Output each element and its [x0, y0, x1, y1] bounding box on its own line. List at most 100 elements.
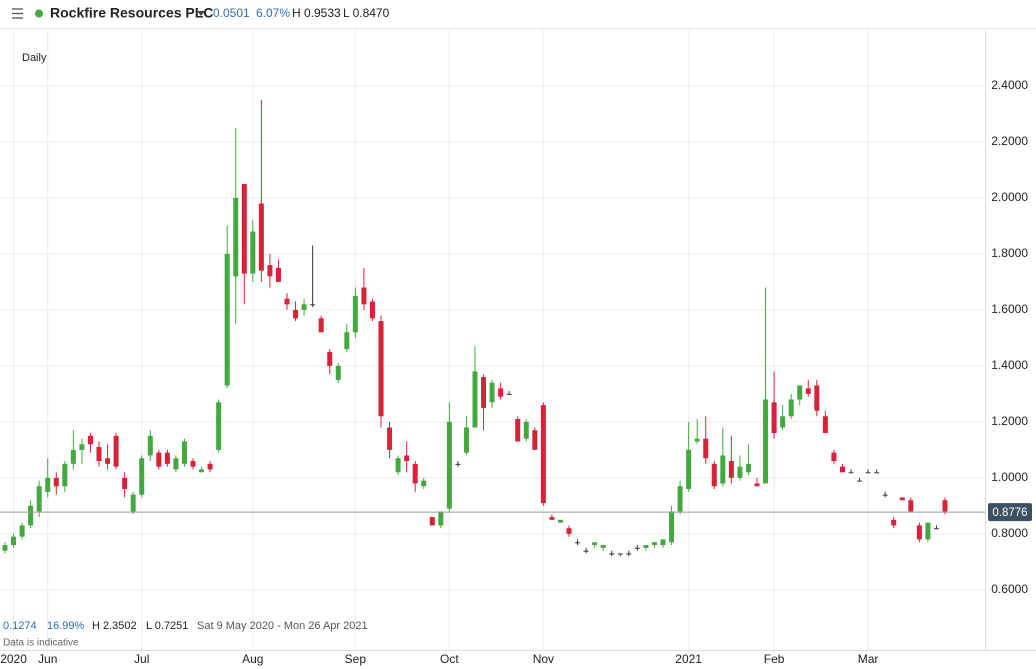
x-tick-label: Jun	[38, 652, 57, 666]
dropdown-arrow[interactable]	[197, 11, 205, 16]
candle-body	[173, 458, 179, 470]
candle-body	[703, 438, 709, 459]
candle-body	[412, 463, 418, 484]
header-low: L 0.8470	[343, 6, 390, 20]
candle-body	[600, 545, 606, 548]
candle-body	[609, 553, 615, 555]
candle-body	[284, 298, 290, 305]
candle-body	[28, 505, 34, 526]
candle-body	[258, 203, 264, 271]
candle-body	[634, 547, 640, 549]
candle-body	[369, 301, 375, 319]
candle-body	[592, 542, 598, 546]
menu-icon[interactable]	[12, 8, 23, 19]
candle-body	[130, 494, 136, 512]
plot-area: 0.6000 0.8000 1.0000 1.2000 1.4000 1.6000 1.80…	[0, 30, 1036, 666]
candle-body	[566, 528, 572, 534]
x-tick-label: 2021	[675, 652, 702, 666]
candle-body	[207, 463, 213, 470]
candle-body	[797, 385, 803, 400]
candle-body	[147, 435, 153, 456]
candle-body	[780, 416, 786, 428]
candle-body	[378, 321, 384, 417]
candle-body	[241, 183, 247, 274]
candle-body	[62, 463, 68, 487]
candle-body	[754, 483, 760, 487]
candle-body	[549, 517, 555, 520]
candle-body	[686, 449, 692, 490]
candle-body	[429, 517, 435, 526]
candle-body	[942, 500, 948, 512]
y-tick-label: 1.4000	[991, 358, 1028, 372]
candle-body	[395, 458, 401, 473]
y-tick-label: 2.0000	[991, 190, 1028, 204]
last-price-label: 0.8776	[992, 507, 1027, 519]
period-label: Daily	[22, 52, 47, 64]
candle-body	[199, 469, 205, 473]
candle-body	[839, 466, 845, 473]
candle-body	[36, 486, 42, 512]
candle-body	[301, 304, 307, 310]
candle-body	[481, 377, 487, 408]
instrument-name[interactable]: Rockfire Resources PLC	[50, 5, 213, 21]
x-tick-label: Aug	[242, 652, 263, 666]
x-tick-label: Mar	[858, 652, 879, 666]
candle-body	[70, 449, 76, 464]
candle-body	[711, 463, 717, 487]
candle-body	[344, 332, 350, 350]
candle-body	[874, 472, 880, 474]
candle-body	[660, 539, 666, 546]
x-tick-label: Sep	[345, 652, 367, 666]
candle-body	[164, 452, 170, 464]
candle-body	[651, 542, 657, 546]
x-tick-label: Oct	[440, 652, 459, 666]
candle-body	[352, 295, 358, 333]
candle-body	[53, 477, 59, 487]
candle-body	[617, 553, 623, 555]
candle-body	[745, 463, 751, 473]
header-high: H 0.9533	[292, 6, 341, 20]
candle-body	[908, 500, 914, 512]
candle-body	[224, 253, 230, 386]
candle-body	[156, 452, 162, 467]
y-tick-label: 0.8000	[991, 526, 1028, 540]
status-dot	[35, 9, 43, 18]
header-change: 0.0501	[213, 6, 250, 20]
x-tick-label: Feb	[764, 652, 785, 666]
candle-body	[822, 416, 828, 434]
summary-change: 0.1274	[3, 620, 37, 632]
candle-body	[532, 430, 538, 450]
candle-body	[771, 402, 777, 434]
candle-body	[763, 399, 769, 484]
candle-body	[293, 309, 299, 319]
candle-body	[626, 553, 632, 555]
candle-body	[557, 519, 563, 523]
candle-body	[45, 477, 51, 492]
candle-body	[446, 421, 452, 509]
candle-body	[438, 511, 444, 526]
candle-body	[387, 427, 393, 450]
candle-body	[139, 458, 145, 495]
candle-body	[327, 351, 333, 366]
candle-body	[361, 287, 367, 305]
candle-body	[105, 458, 111, 464]
summary-low: L 0.7251	[146, 620, 188, 632]
candle-body	[669, 511, 675, 543]
candle-body	[19, 525, 25, 537]
header-change-pct: 6.07%	[256, 6, 290, 20]
candle-body	[489, 382, 495, 403]
candle-body	[463, 427, 469, 453]
candle-body	[275, 267, 281, 282]
candle-body	[310, 304, 316, 306]
last-price-box	[988, 503, 1032, 522]
candle-body	[857, 480, 863, 482]
candle-body	[181, 441, 187, 464]
candle-body	[899, 497, 905, 501]
candle-body	[335, 365, 341, 380]
candle-body	[916, 525, 922, 540]
candle-body	[891, 519, 897, 526]
candle-body	[925, 522, 931, 540]
summary-range: Sat 9 May 2020 - Mon 26 Apr 2021	[197, 620, 368, 632]
